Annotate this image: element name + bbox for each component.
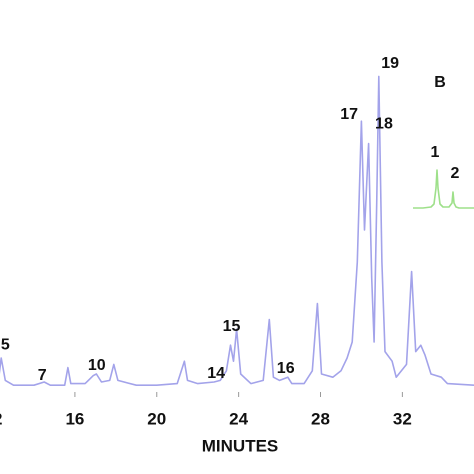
- peak-label: 19: [381, 55, 399, 72]
- x-tick-label: 24: [229, 409, 248, 428]
- peak-label: 14: [207, 365, 225, 382]
- x-tick-label: 16: [65, 409, 84, 428]
- x-tick-label: 20: [147, 409, 166, 428]
- peak-label: 18: [375, 116, 393, 133]
- peak-label: 5: [1, 336, 10, 353]
- peak-label: 1: [431, 144, 440, 161]
- peak-label: 15: [223, 318, 241, 335]
- panel-label: B: [434, 74, 446, 91]
- chromatogram-trace: [413, 169, 474, 209]
- x-tick-label: 28: [311, 409, 330, 428]
- x-axis-label: MINUTES: [202, 436, 279, 455]
- peak-label: 16: [277, 360, 295, 377]
- peak-label: 7: [38, 367, 47, 384]
- peak-label: 2: [451, 165, 460, 182]
- peak-label: 10: [88, 357, 106, 374]
- chromatogram-trace: [0, 75, 474, 386]
- x-tick-label: 12: [0, 409, 3, 428]
- x-tick-label: 32: [393, 409, 412, 428]
- peak-label: 17: [340, 106, 358, 123]
